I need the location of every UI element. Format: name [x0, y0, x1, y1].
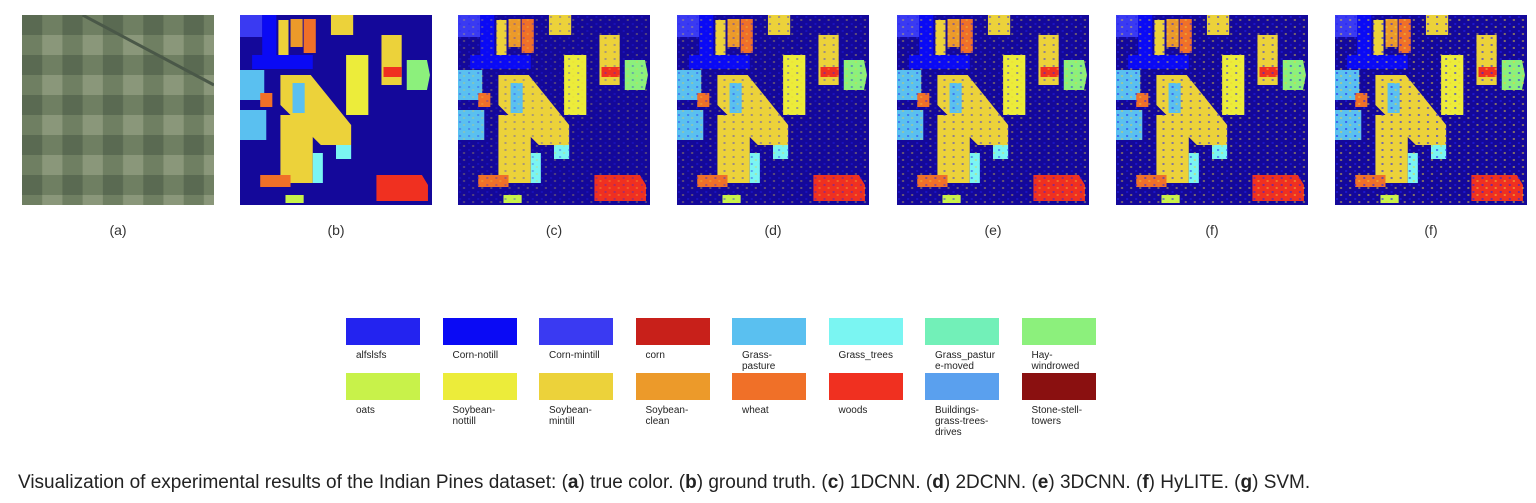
caption-text: ) HyLITE. (	[1148, 472, 1241, 493]
classification-map	[897, 15, 1089, 205]
caption-letter: b	[685, 472, 697, 493]
legend-swatch	[1021, 318, 1096, 345]
panel-label: (e)	[984, 222, 1002, 238]
legend-label: Grass_pastur e-moved	[935, 350, 996, 372]
caption-text: ) 1DCNN. (	[838, 472, 933, 493]
legend-label: Soybean- nottill	[452, 405, 496, 427]
legend-swatch	[732, 373, 806, 400]
classification-map	[1116, 15, 1308, 205]
legend-swatch	[442, 318, 517, 345]
caption-letter: a	[567, 472, 579, 493]
legend-swatch	[635, 373, 710, 400]
legend-swatch	[539, 373, 613, 400]
legend-label: oats	[356, 405, 375, 416]
legend-swatch	[346, 318, 420, 345]
panel-label: (c)	[545, 222, 563, 238]
legend-swatch	[925, 373, 999, 400]
legend-swatch	[828, 373, 903, 400]
legend-label: Soybean- clean	[645, 405, 689, 427]
caption-letter: d	[932, 472, 944, 493]
legend-label: wheat	[742, 405, 769, 416]
legend-label: woods	[838, 405, 868, 416]
panel-label: (f)	[1424, 222, 1438, 238]
classification-map	[458, 15, 650, 205]
legend-label: Hay- windrowed	[1031, 350, 1080, 372]
legend-swatch	[925, 318, 999, 345]
caption-text: ) 2DCNN. (	[943, 472, 1038, 493]
legend-label: Grass_trees	[838, 350, 893, 361]
legend-label: Stone-stell- towers	[1031, 405, 1083, 427]
caption: Visualization of experimental results of…	[18, 472, 1310, 494]
panel-label: (b)	[327, 222, 345, 238]
legend-label: Corn-notill	[452, 350, 499, 361]
classification-map	[1335, 15, 1527, 205]
caption-letter: g	[1240, 472, 1253, 493]
legend-label: Buildings- grass-trees- drives	[935, 405, 989, 438]
panel-label: (a)	[109, 222, 127, 238]
caption-letter: e	[1037, 472, 1049, 493]
legend-label: Corn-mintill	[549, 350, 600, 361]
panel-label: (d)	[764, 222, 782, 238]
legend-label: corn	[645, 350, 665, 361]
caption-text: ) true color. (	[578, 472, 686, 493]
caption-letter: c	[827, 472, 839, 493]
true-color-image	[22, 15, 214, 205]
legend-label: Grass- pasture	[742, 350, 776, 372]
legend-label: alfslsfs	[356, 350, 387, 361]
legend-label: Soybean- mintill	[549, 405, 592, 427]
legend-swatch	[1021, 373, 1096, 400]
legend-swatch	[828, 318, 903, 345]
caption-text: ) ground truth. (	[696, 472, 828, 493]
caption-letter: f	[1142, 472, 1149, 493]
legend-swatch	[635, 318, 710, 345]
caption-text: Visualization of experimental results of…	[18, 472, 568, 493]
classification-map	[677, 15, 869, 205]
legend-swatch	[732, 318, 806, 345]
legend-swatch	[442, 373, 517, 400]
caption-text: ) 3DCNN. (	[1048, 472, 1143, 493]
classification-map	[240, 15, 432, 205]
legend-swatch	[346, 373, 420, 400]
panel-label: (f)	[1205, 222, 1219, 238]
legend-swatch	[539, 318, 613, 345]
caption-text: ) SVM.	[1252, 472, 1311, 493]
